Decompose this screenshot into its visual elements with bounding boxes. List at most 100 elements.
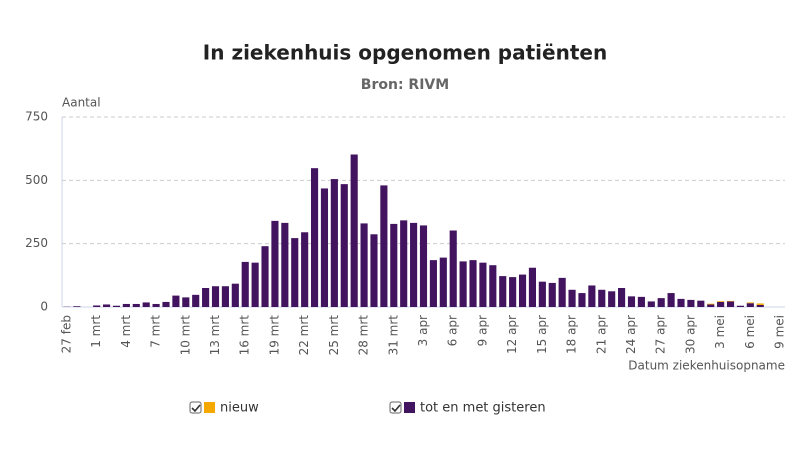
bar bbox=[459, 261, 467, 307]
bar bbox=[419, 225, 428, 307]
bar bbox=[657, 298, 665, 307]
bar bbox=[717, 301, 725, 302]
bar bbox=[380, 185, 388, 307]
legend-swatch bbox=[404, 402, 415, 413]
x-tick-label: 6 apr bbox=[446, 315, 460, 346]
x-tick-label: 10 mrt bbox=[178, 315, 192, 356]
bar bbox=[301, 232, 309, 307]
bar bbox=[112, 305, 121, 307]
x-tick-label: 3 mei bbox=[713, 315, 727, 349]
bar bbox=[697, 300, 705, 307]
legend-checkbox[interactable] bbox=[389, 401, 402, 414]
bar bbox=[251, 262, 259, 307]
legend-label: tot en met gisteren bbox=[420, 401, 546, 416]
bar bbox=[211, 286, 220, 307]
bar bbox=[162, 301, 170, 307]
bar bbox=[400, 220, 408, 307]
x-tick-label: 19 mrt bbox=[267, 315, 281, 356]
x-tick-label: 25 mrt bbox=[327, 315, 341, 356]
x-tick-label: 15 apr bbox=[535, 315, 549, 354]
x-tick-label: 9 apr bbox=[475, 315, 489, 346]
x-tick-label: 7 mrt bbox=[149, 315, 163, 348]
legend-checkbox[interactable] bbox=[189, 401, 202, 414]
bar bbox=[310, 168, 319, 307]
bar bbox=[518, 274, 527, 307]
bar bbox=[726, 301, 735, 307]
bar bbox=[93, 305, 101, 307]
bar bbox=[746, 303, 754, 307]
bar bbox=[172, 295, 180, 307]
legend-item[interactable]: nieuw bbox=[189, 401, 259, 416]
bar bbox=[677, 298, 685, 307]
bar bbox=[568, 289, 576, 307]
x-tick-label: 31 mrt bbox=[386, 315, 400, 356]
x-tick-label: 6 mei bbox=[743, 315, 757, 349]
x-tick-label: 12 apr bbox=[505, 315, 519, 354]
bar bbox=[618, 288, 626, 307]
bar bbox=[182, 297, 190, 307]
bar bbox=[132, 303, 140, 307]
legend-check bbox=[391, 404, 401, 413]
bar bbox=[598, 289, 606, 307]
y-tick-label: 0 bbox=[40, 300, 48, 314]
y-axis-label: Aantal bbox=[62, 96, 101, 110]
bar bbox=[469, 260, 477, 307]
bar bbox=[717, 301, 725, 307]
bar bbox=[489, 265, 497, 307]
bar bbox=[330, 179, 338, 307]
bar bbox=[340, 184, 348, 307]
x-tick-label: 28 mrt bbox=[357, 315, 371, 356]
bar bbox=[588, 285, 596, 307]
legend-item[interactable]: tot en met gisteren bbox=[389, 401, 546, 416]
bar bbox=[687, 299, 695, 307]
bar bbox=[756, 304, 764, 307]
x-tick-label: 1 mrt bbox=[89, 315, 103, 348]
bar bbox=[726, 300, 735, 302]
bar bbox=[221, 286, 229, 307]
bar bbox=[390, 223, 398, 307]
x-tick-label: 16 mrt bbox=[238, 315, 252, 356]
bar bbox=[291, 238, 299, 307]
bar bbox=[707, 303, 715, 305]
bar bbox=[667, 293, 675, 307]
bar bbox=[647, 301, 655, 307]
bar bbox=[370, 234, 378, 307]
chart-title: In ziekenhuis opgenomen patiënten bbox=[203, 41, 607, 65]
bar bbox=[142, 302, 150, 307]
x-tick-label: 24 apr bbox=[624, 315, 638, 354]
bar bbox=[429, 260, 437, 307]
bar bbox=[756, 303, 764, 305]
x-axis-label: Datum ziekenhuisopname bbox=[628, 359, 785, 373]
bar bbox=[281, 222, 289, 307]
bar bbox=[538, 281, 546, 307]
x-tick-label: 18 apr bbox=[565, 315, 579, 354]
bar bbox=[202, 288, 210, 307]
bar bbox=[73, 306, 81, 307]
bar bbox=[439, 257, 447, 307]
x-tick-label: 13 mrt bbox=[208, 315, 222, 356]
bar bbox=[320, 188, 329, 307]
x-tick-label: 3 apr bbox=[416, 315, 430, 346]
bar bbox=[558, 277, 566, 307]
bar bbox=[241, 261, 249, 307]
x-tick-label: 4 mrt bbox=[119, 315, 133, 348]
bar bbox=[608, 291, 616, 307]
y-tick-label: 750 bbox=[25, 110, 48, 124]
y-tick-label: 500 bbox=[25, 173, 48, 187]
bar bbox=[350, 154, 358, 307]
x-tick-label: 27 feb bbox=[59, 315, 73, 353]
bar bbox=[449, 230, 457, 307]
legend-swatch bbox=[204, 402, 215, 413]
bar bbox=[509, 277, 517, 307]
bar bbox=[627, 296, 636, 307]
bar bbox=[637, 296, 645, 307]
bar bbox=[736, 305, 744, 307]
bar bbox=[479, 262, 487, 307]
bar bbox=[271, 220, 279, 307]
bar bbox=[707, 304, 715, 307]
bar bbox=[360, 223, 368, 307]
legend-check bbox=[191, 404, 201, 413]
bar bbox=[548, 282, 556, 307]
bar bbox=[192, 294, 200, 307]
